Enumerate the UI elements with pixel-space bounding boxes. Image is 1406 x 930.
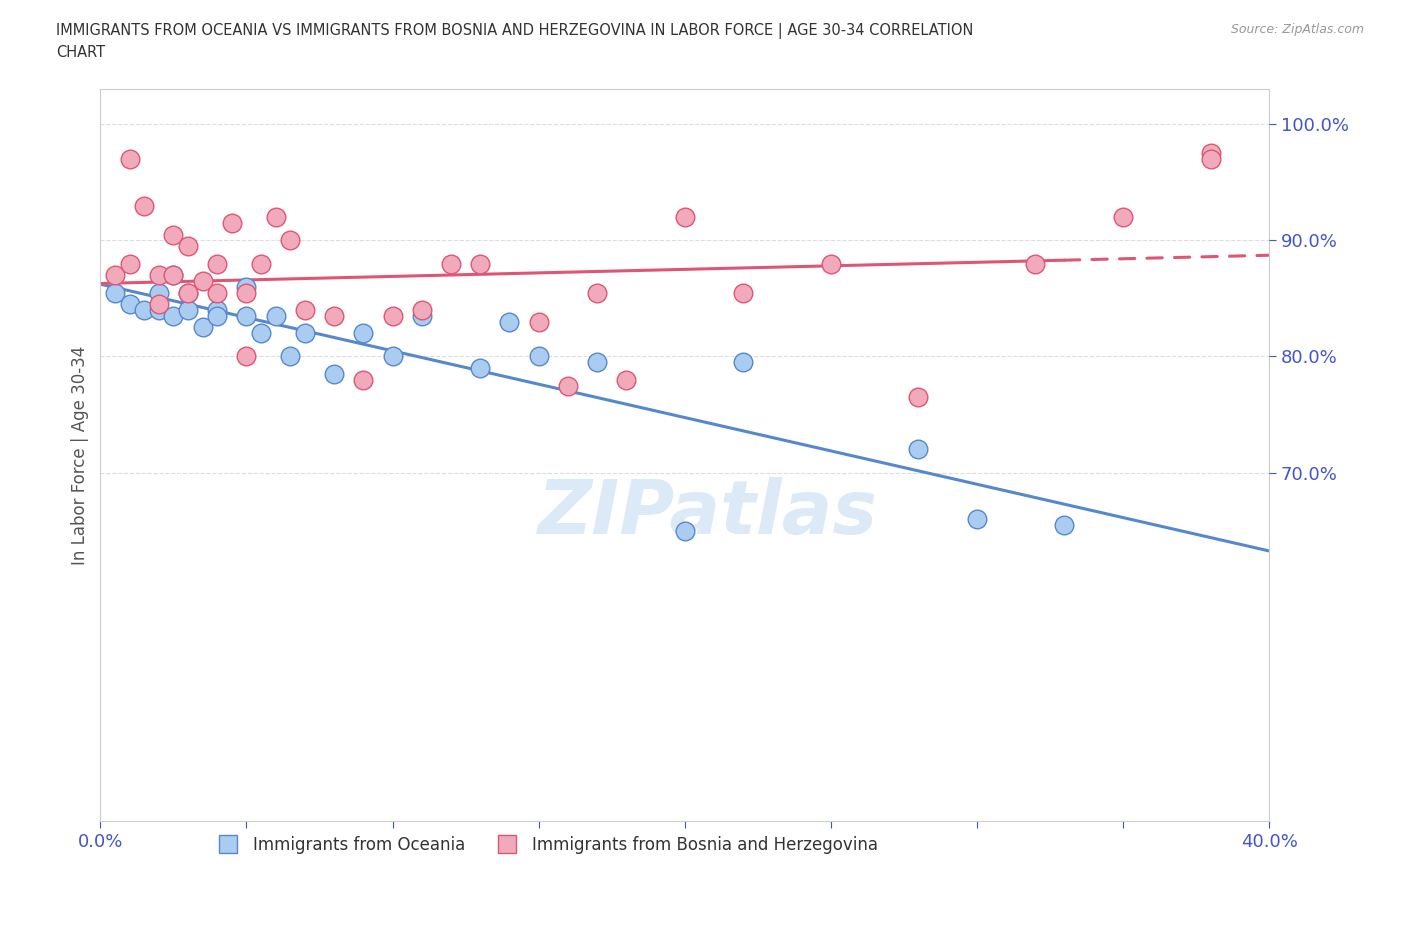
Point	[177, 239, 200, 254]
Point	[148, 286, 170, 300]
Point	[118, 297, 141, 312]
Text: Source: ZipAtlas.com: Source: ZipAtlas.com	[1230, 23, 1364, 36]
Point	[411, 302, 433, 317]
Point	[1199, 146, 1222, 161]
Point	[235, 279, 257, 294]
Point	[162, 268, 184, 283]
Point	[352, 326, 374, 340]
Point	[411, 309, 433, 324]
Point	[264, 309, 287, 324]
Point	[104, 286, 127, 300]
Point	[177, 286, 200, 300]
Point	[148, 297, 170, 312]
Point	[278, 232, 301, 247]
Point	[118, 152, 141, 166]
Point	[381, 309, 404, 324]
Point	[614, 372, 637, 387]
Point	[118, 256, 141, 271]
Point	[470, 256, 492, 271]
Point	[586, 355, 609, 370]
Point	[162, 227, 184, 242]
Point	[966, 512, 988, 526]
Point	[205, 286, 228, 300]
Point	[907, 442, 929, 457]
Point	[381, 349, 404, 364]
Point	[352, 372, 374, 387]
Point	[278, 349, 301, 364]
Point	[162, 268, 184, 283]
Text: ZIPatlas: ZIPatlas	[538, 477, 879, 551]
Point	[527, 314, 550, 329]
Point	[1199, 152, 1222, 166]
Point	[1112, 209, 1135, 224]
Point	[323, 366, 346, 381]
Point	[1053, 517, 1076, 532]
Point	[557, 379, 579, 393]
Point	[264, 209, 287, 224]
Point	[673, 524, 696, 538]
Point	[907, 390, 929, 405]
Point	[235, 349, 257, 364]
Point	[134, 302, 156, 317]
Point	[205, 309, 228, 324]
Point	[235, 286, 257, 300]
Point	[235, 309, 257, 324]
Legend: Immigrants from Oceania, Immigrants from Bosnia and Herzegovina: Immigrants from Oceania, Immigrants from…	[204, 829, 884, 860]
Point	[177, 286, 200, 300]
Point	[177, 302, 200, 317]
Point	[162, 309, 184, 324]
Point	[440, 256, 463, 271]
Point	[323, 309, 346, 324]
Point	[104, 268, 127, 283]
Text: CHART: CHART	[56, 45, 105, 60]
Point	[470, 361, 492, 376]
Point	[820, 256, 842, 271]
Text: IMMIGRANTS FROM OCEANIA VS IMMIGRANTS FROM BOSNIA AND HERZEGOVINA IN LABOR FORCE: IMMIGRANTS FROM OCEANIA VS IMMIGRANTS FR…	[56, 23, 973, 39]
Y-axis label: In Labor Force | Age 30-34: In Labor Force | Age 30-34	[72, 346, 89, 565]
Point	[733, 355, 755, 370]
Point	[527, 349, 550, 364]
Point	[191, 273, 214, 288]
Point	[205, 256, 228, 271]
Point	[250, 326, 273, 340]
Point	[294, 326, 316, 340]
Point	[1024, 256, 1046, 271]
Point	[148, 302, 170, 317]
Point	[134, 198, 156, 213]
Point	[250, 256, 273, 271]
Point	[673, 209, 696, 224]
Point	[148, 268, 170, 283]
Point	[498, 314, 520, 329]
Point	[294, 302, 316, 317]
Point	[733, 286, 755, 300]
Point	[586, 286, 609, 300]
Point	[191, 320, 214, 335]
Point	[221, 216, 243, 231]
Point	[205, 302, 228, 317]
